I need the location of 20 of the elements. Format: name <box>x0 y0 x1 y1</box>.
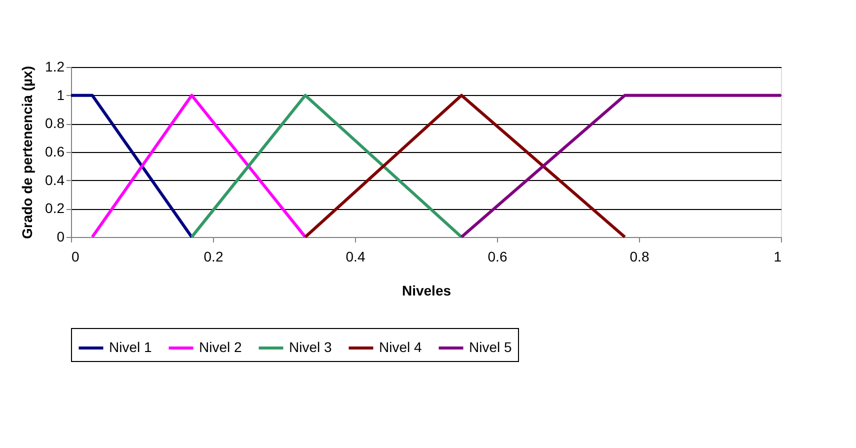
x-tick-label: 0 <box>72 248 80 264</box>
x-tick-label: 0.8 <box>630 248 650 264</box>
y-tick-label: 0.2 <box>45 200 65 216</box>
y-tick-label: 0.6 <box>45 144 65 160</box>
y-tick-label: 0.4 <box>45 172 65 188</box>
y-tick-label: 1.2 <box>45 58 65 74</box>
x-axis-title: Niveles <box>402 282 452 298</box>
x-tick-label: 0.2 <box>204 248 224 264</box>
y-axis-title: Grado de pertenencia (µx) <box>19 66 36 239</box>
y-tick-label: 0 <box>56 228 65 244</box>
y-tick-label: 1 <box>56 86 65 103</box>
x-tick-label: 0.6 <box>488 248 508 264</box>
x-tick-label: 0.4 <box>346 248 366 264</box>
legend-label: Nivel 3 <box>289 339 332 355</box>
legend-label: Nivel 2 <box>199 339 242 355</box>
legend-label: Nivel 4 <box>379 339 422 355</box>
legend-label: Nivel 5 <box>469 339 512 355</box>
y-tick-label: 0.8 <box>45 115 65 132</box>
x-tick-label: 1 <box>774 248 782 264</box>
legend-label: Nivel 1 <box>109 339 152 355</box>
